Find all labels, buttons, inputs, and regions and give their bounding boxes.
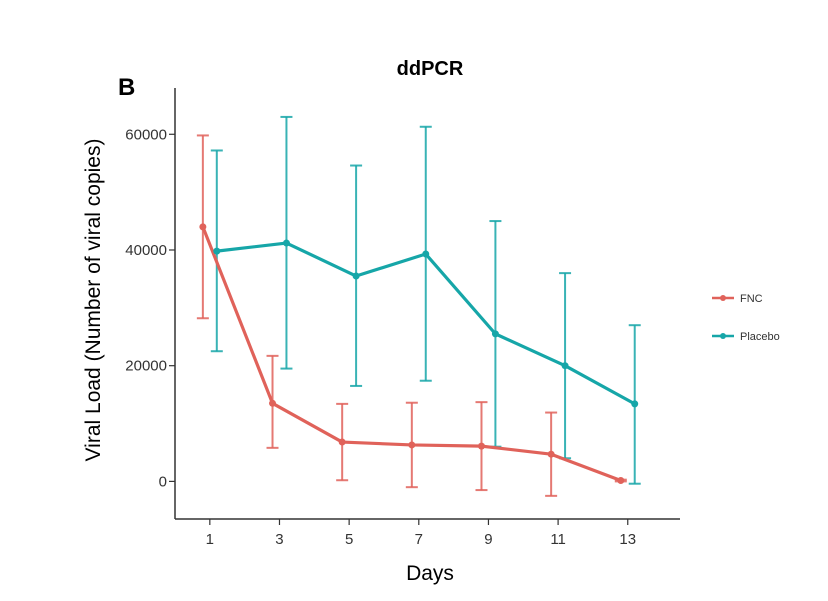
fnc-data-point [199,223,207,231]
fnc-data-point [269,399,277,407]
series-lines [201,226,636,483]
chart-title: ddPCR [397,58,464,80]
y-tick-label: 0 [159,473,167,490]
fnc-data-point [617,477,625,485]
y-tick-label: 40000 [125,242,167,259]
placebo-data-point [422,250,430,258]
placebo-data-point [631,400,639,408]
y-axis-label: Viral Load (Number of viral copies) [82,139,105,462]
placebo-data-point [282,239,290,247]
x-tick-label: 9 [484,531,492,548]
y-tick-label: 20000 [125,358,167,375]
error-bars [196,115,641,497]
x-tick-label: 13 [619,531,636,548]
x-tick-label: 5 [345,531,353,548]
placebo-legend-label: Placebo [740,331,780,343]
x-axis-label: Days [406,562,454,585]
y-tick-label: 60000 [125,126,167,143]
fnc-data-point [338,438,346,446]
panel-letter: B [118,74,135,101]
placebo-data-point [561,362,569,370]
fnc-legend-marker [720,295,726,301]
fnc-data-point [547,450,555,458]
fnc-data-point [408,441,416,449]
placebo-data-point [491,330,499,338]
y-ticks: 0 20000 40000 60000 [125,126,175,490]
x-tick-label: 3 [275,531,283,548]
fnc-data-point [477,442,485,450]
placebo-data-point [213,247,221,255]
placebo-legend-marker [720,333,726,339]
x-tick-label: 11 [550,531,566,548]
legend: FNC Placebo [712,293,780,343]
fnc-legend-label: FNC [740,293,763,305]
x-tick-label: 7 [415,531,423,548]
x-tick-label: 1 [206,531,214,548]
x-ticks: 1 3 5 7 9 11 13 [206,519,636,548]
series-points [199,223,639,485]
placebo-data-point [352,272,360,280]
